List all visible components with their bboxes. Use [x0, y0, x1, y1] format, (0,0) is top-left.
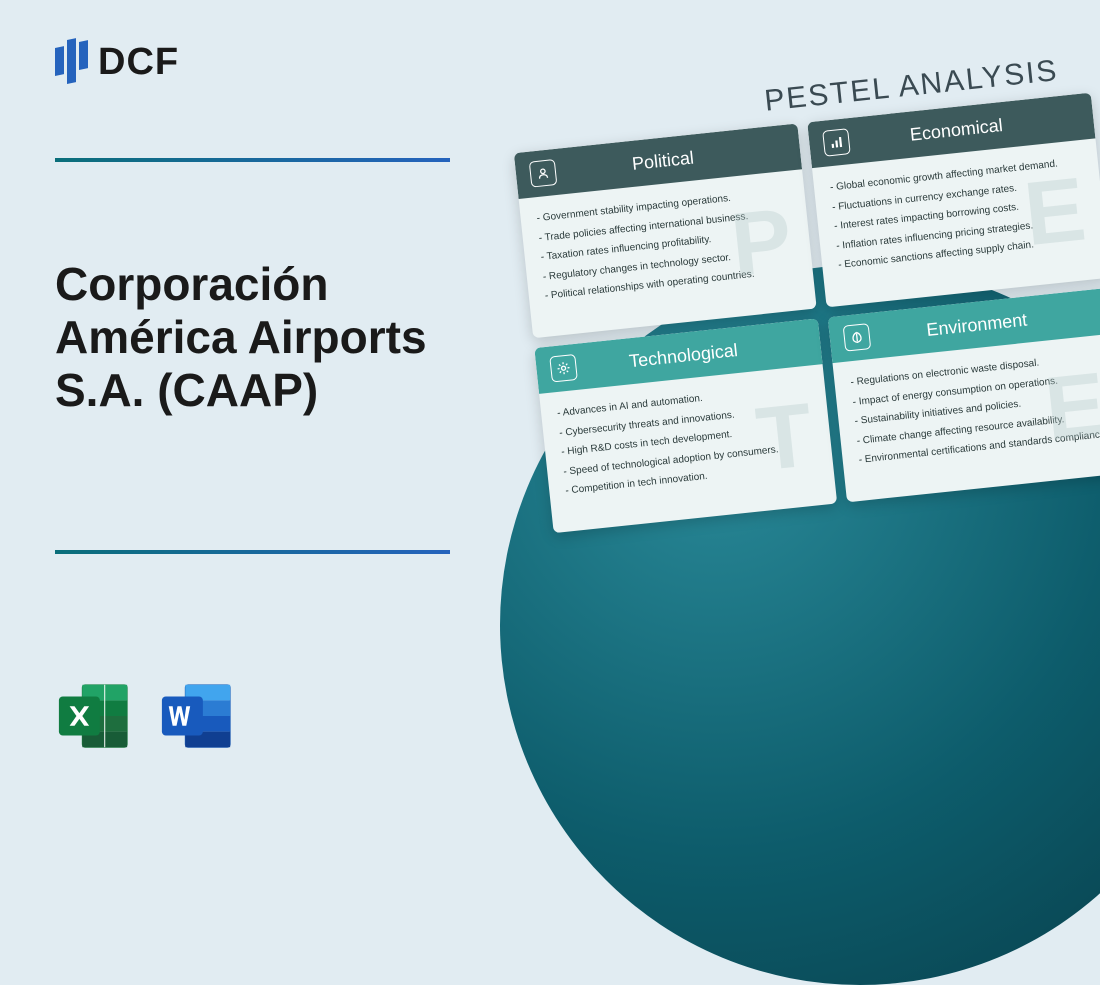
pestel-card-political: Political P - Government stability impac…	[514, 123, 817, 338]
excel-icon	[55, 677, 133, 755]
pestel-card-economical: Economical E - Global economic growth af…	[807, 93, 1100, 308]
logo-bars-icon	[55, 40, 88, 84]
app-icons-row	[55, 677, 236, 755]
word-icon	[158, 677, 236, 755]
pestel-card-technological: Technological T - Advances in AI and aut…	[534, 318, 837, 533]
card-title: Political	[565, 140, 761, 181]
card-body: E - Global economic growth affecting mar…	[812, 138, 1100, 307]
leaf-icon	[843, 323, 872, 352]
person-badge-icon	[529, 159, 558, 188]
logo: DCF	[55, 40, 179, 84]
divider-bottom	[55, 550, 450, 554]
card-title: Economical	[858, 109, 1054, 150]
pestel-analysis: PESTEL ANALYSIS Political P - Government…	[509, 51, 1100, 533]
pestel-grid: Political P - Government stability impac…	[514, 93, 1100, 534]
card-title: Environment	[879, 304, 1075, 345]
gear-icon	[549, 354, 578, 383]
card-body: P - Government stability impacting opera…	[519, 169, 817, 338]
pestel-card-environment: Environment E - Regulations on electroni…	[828, 288, 1100, 503]
divider-top	[55, 158, 450, 162]
logo-text: DCF	[98, 41, 179, 84]
card-title: Technological	[585, 335, 781, 376]
page-title: Corporación América Airports S.A. (CAAP)	[55, 258, 500, 417]
card-body: T - Advances in AI and automation. - Cyb…	[539, 364, 837, 533]
card-body: E - Regulations on electronic waste disp…	[832, 333, 1100, 502]
bars-icon	[822, 128, 851, 157]
